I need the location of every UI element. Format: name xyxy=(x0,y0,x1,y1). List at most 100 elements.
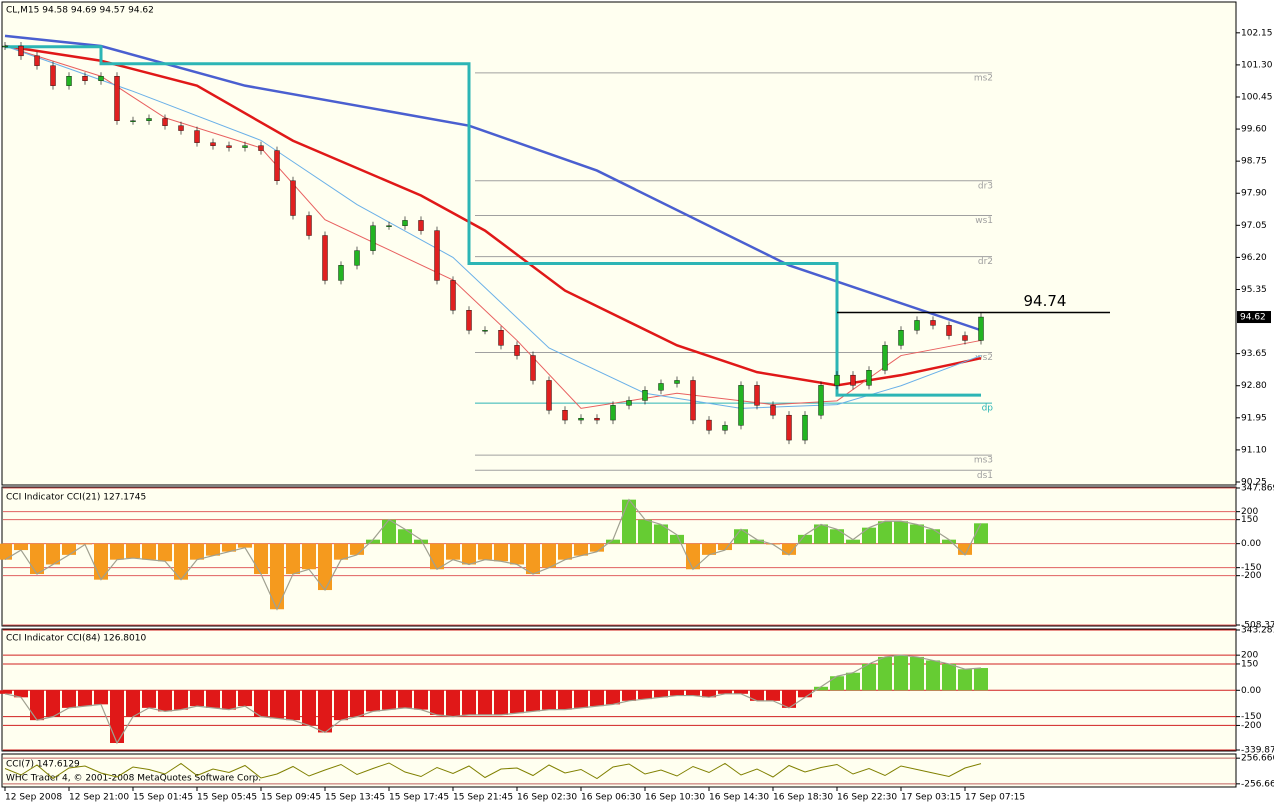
cci7-title: CCI(7) 147.6129 xyxy=(6,760,80,770)
x-tick-label: 15 Sep 17:45 xyxy=(389,793,449,803)
cci-bar xyxy=(446,690,460,717)
y-tick-label: 98.75 xyxy=(1241,157,1267,167)
candle xyxy=(706,419,712,431)
candle xyxy=(866,370,872,386)
candle xyxy=(434,230,440,281)
candle xyxy=(978,316,984,341)
cci-bar xyxy=(190,690,204,707)
candle xyxy=(322,235,328,281)
cci-bar xyxy=(718,543,732,551)
candle xyxy=(370,225,376,251)
cci-bar xyxy=(670,690,684,696)
candle xyxy=(354,250,360,266)
cci-bar xyxy=(238,690,252,707)
cci-bar xyxy=(0,690,12,694)
cci-bar xyxy=(46,690,60,717)
candle xyxy=(338,265,344,281)
cci-bar xyxy=(590,543,604,552)
cci-bar xyxy=(510,690,524,714)
y-tick-label: 200 xyxy=(1241,651,1258,661)
candle xyxy=(530,355,536,381)
candle xyxy=(882,345,888,371)
y-tick-label: 256.666 xyxy=(1241,754,1274,764)
cci-bar xyxy=(382,519,396,544)
candle xyxy=(642,390,648,401)
pivot-label: dr2 xyxy=(978,257,993,267)
cci-bar xyxy=(110,543,124,560)
cci-bar xyxy=(478,543,492,560)
cci-bar xyxy=(686,690,700,696)
cci-bar xyxy=(142,543,156,560)
cci-bar xyxy=(302,543,316,570)
y-tick-label: -339.875 xyxy=(1241,746,1274,756)
candle xyxy=(674,380,680,384)
x-tick-label: 16 Sep 10:30 xyxy=(645,793,705,803)
candle xyxy=(210,142,216,146)
y-tick-label: 99.60 xyxy=(1241,125,1267,135)
x-tick-label: 16 Sep 22:30 xyxy=(837,793,897,803)
cci-bar xyxy=(462,543,476,565)
cci-bar xyxy=(366,539,380,544)
candle xyxy=(50,65,56,86)
y-tick-label: 343.281 xyxy=(1241,626,1274,636)
y-tick-label: 100.45 xyxy=(1241,92,1273,102)
y-tick-label: 0.00 xyxy=(1241,539,1261,549)
cci-bar xyxy=(206,690,220,708)
cci-bar xyxy=(702,690,716,698)
cci-bar xyxy=(206,543,220,556)
candle xyxy=(18,45,24,57)
symbol-header: CL,M15 94.58 94.69 94.57 94.62 xyxy=(6,6,154,16)
y-tick-label: 90.25 xyxy=(1241,477,1267,487)
candle xyxy=(82,76,88,81)
candle xyxy=(850,374,856,386)
cci-bar xyxy=(430,543,444,570)
candle xyxy=(242,145,248,148)
candle xyxy=(802,414,808,441)
cci-bar xyxy=(14,690,28,698)
cci-bar xyxy=(974,523,988,544)
cci-bar xyxy=(366,690,380,712)
cci-bar xyxy=(910,524,924,544)
cci-bar xyxy=(510,543,524,565)
cci-bar xyxy=(286,543,300,575)
cci-bar xyxy=(638,690,652,700)
cci-bar xyxy=(382,690,396,710)
y-tick-label: 95.35 xyxy=(1241,285,1267,295)
pivot-label: ms3 xyxy=(974,456,993,466)
cci-bar xyxy=(318,690,332,733)
cci-bar xyxy=(846,539,860,544)
x-tick-label: 16 Sep 02:30 xyxy=(517,793,577,803)
y-tick-label: 91.95 xyxy=(1241,413,1267,423)
candle xyxy=(98,76,104,81)
cci-bar xyxy=(350,543,364,555)
cci-bar xyxy=(798,534,812,544)
candle xyxy=(290,180,296,216)
x-tick-label: 15 Sep 21:45 xyxy=(453,793,513,803)
y-tick-label: 93.65 xyxy=(1241,349,1267,359)
cci-bar xyxy=(414,690,428,710)
cci-bar xyxy=(46,543,60,565)
cci-bar xyxy=(142,690,156,708)
cci-bar xyxy=(542,543,556,568)
candle xyxy=(162,118,168,126)
y-tick-label: 97.05 xyxy=(1241,221,1267,231)
candle xyxy=(2,45,8,48)
cci-bar xyxy=(174,690,188,710)
cci-bar xyxy=(222,543,236,552)
cci-bar xyxy=(558,543,572,560)
y-tick-label: 200 xyxy=(1241,507,1258,517)
x-tick-label: 12 Sep 2008 xyxy=(5,793,62,803)
cci-bar xyxy=(542,690,556,710)
cci-line xyxy=(4,762,982,780)
candle xyxy=(258,145,264,151)
candle xyxy=(498,330,504,346)
cci-bar xyxy=(254,690,268,717)
cci-bar xyxy=(62,690,76,708)
candle xyxy=(514,345,520,356)
candle xyxy=(754,385,760,406)
y-tick-label: -200 xyxy=(1241,721,1262,731)
x-tick-label: 17 Sep 07:15 xyxy=(965,793,1025,803)
cci-bar xyxy=(430,690,444,715)
candle xyxy=(146,118,152,121)
cci-bar xyxy=(782,690,796,708)
